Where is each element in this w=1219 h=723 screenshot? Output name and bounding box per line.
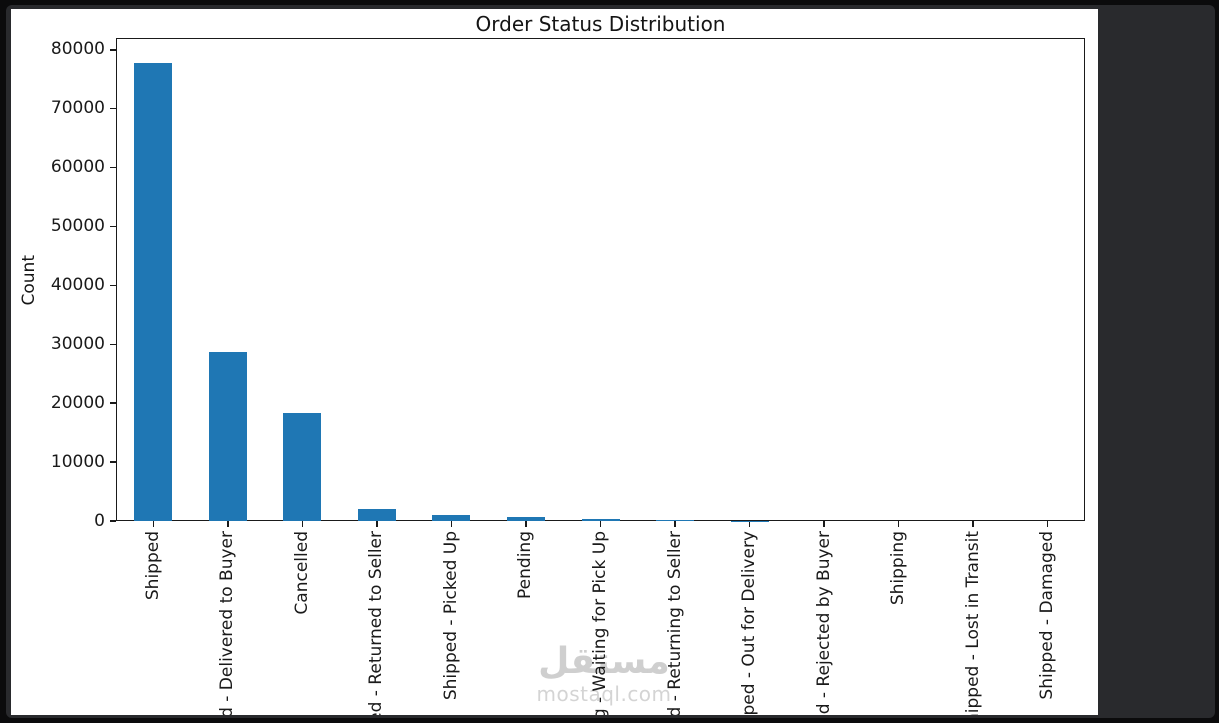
x-tick-label: Shipped - Out for Delivery (739, 531, 760, 715)
y-tick-mark (110, 225, 116, 228)
y-tick-label: 10000 (50, 451, 105, 472)
x-tick-mark (376, 521, 378, 527)
bar-3 (357, 509, 396, 521)
y-tick-label: 50000 (50, 215, 105, 236)
x-tick-label: Pending - Waiting for Pick Up (590, 531, 610, 715)
x-tick-mark (525, 521, 527, 527)
x-tick-label: Shipped - Picked Up (440, 531, 461, 701)
x-axis-labels-layer: Shipped Shipped - Delivered to Buyer Cance… (11, 9, 1098, 715)
x-tick-mark (972, 521, 974, 527)
y-tick-label: 80000 (50, 39, 105, 60)
y-tick-mark (110, 107, 116, 110)
bar-2 (283, 413, 322, 521)
bar-5 (506, 517, 545, 521)
watermark: مستقل mostaql.com (454, 641, 754, 706)
y-tick-label: 70000 (50, 98, 105, 119)
x-tick-mark (897, 521, 900, 527)
bar-0 (134, 62, 173, 521)
x-tick-mark (1046, 521, 1049, 527)
y-tick-mark (110, 284, 116, 287)
x-tick-mark (748, 521, 751, 527)
x-tick-label: Shipped - Lost in Transit (962, 531, 983, 715)
x-tick-mark (152, 521, 155, 527)
x-tick-label: Shipping (888, 531, 909, 606)
x-tick-mark (227, 521, 229, 527)
x-tick-label: Shipped (142, 531, 163, 601)
y-tick-mark (110, 343, 116, 346)
x-axis-ticks-layer (11, 9, 1098, 715)
y-tick-mark (110, 49, 116, 51)
y-tick-label: 30000 (50, 333, 105, 354)
y-tick-label: 60000 (50, 157, 105, 178)
x-tick-label: Shipped - Damaged (1037, 531, 1058, 700)
y-tick-label: 0 (94, 510, 105, 531)
bar-7 (656, 520, 695, 521)
x-tick-mark (450, 521, 453, 527)
x-tick-label: Shipped - Delivered to Buyer (217, 531, 238, 715)
bars-layer (11, 9, 1098, 715)
bar-1 (208, 351, 247, 521)
chart-title: Order Status Distribution (475, 12, 726, 36)
x-tick-label: Shipped - Returned to Seller (366, 531, 387, 715)
y-tick-mark (110, 520, 116, 522)
y-axis-ticks-layer: 0 10000 20000 30000 40000 50000 60000 70000 8000… (11, 9, 1098, 715)
chart-figure: Order Status Distribution Count 0 10000 20… (11, 9, 1098, 715)
x-tick-mark (823, 521, 825, 527)
bar-6 (581, 519, 620, 521)
x-tick-mark (674, 521, 676, 527)
mostaql-logo: مستقل (538, 641, 670, 682)
x-tick-mark (301, 521, 304, 527)
watermark-domain-text: mostaql.com (536, 682, 672, 706)
y-tick-mark (110, 461, 116, 463)
x-tick-label: Cancelled (291, 531, 312, 615)
y-tick-label: 20000 (50, 392, 105, 413)
x-tick-label: Shipped - Rejected by Buyer (813, 531, 834, 715)
x-tick-label: Shipped - Returning to Seller (664, 531, 685, 715)
bar-4 (432, 515, 471, 521)
y-tick-mark (110, 166, 116, 169)
x-tick-label: Pending (515, 531, 536, 599)
y-tick-mark (110, 402, 116, 404)
y-tick-label: 40000 (50, 274, 105, 295)
x-tick-mark (599, 521, 602, 527)
